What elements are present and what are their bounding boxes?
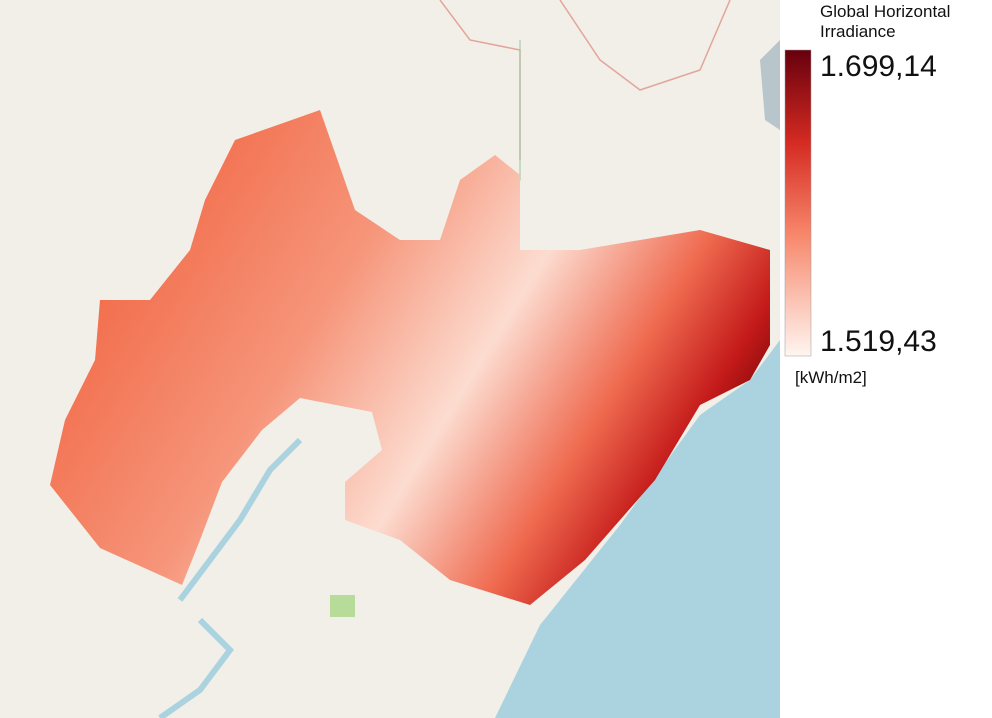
legend-unit: [kWh/m2] (795, 368, 867, 387)
legend-title: Global Horizontal Irradiance (820, 2, 951, 41)
lake (760, 40, 780, 130)
sea (495, 340, 780, 718)
legend-min: 1.519,43 (820, 325, 937, 358)
park (330, 595, 355, 617)
river (158, 437, 303, 718)
color-bar (784, 49, 812, 357)
legend-max: 1.699,14 (820, 50, 937, 83)
irradiance-overlay (50, 110, 770, 605)
